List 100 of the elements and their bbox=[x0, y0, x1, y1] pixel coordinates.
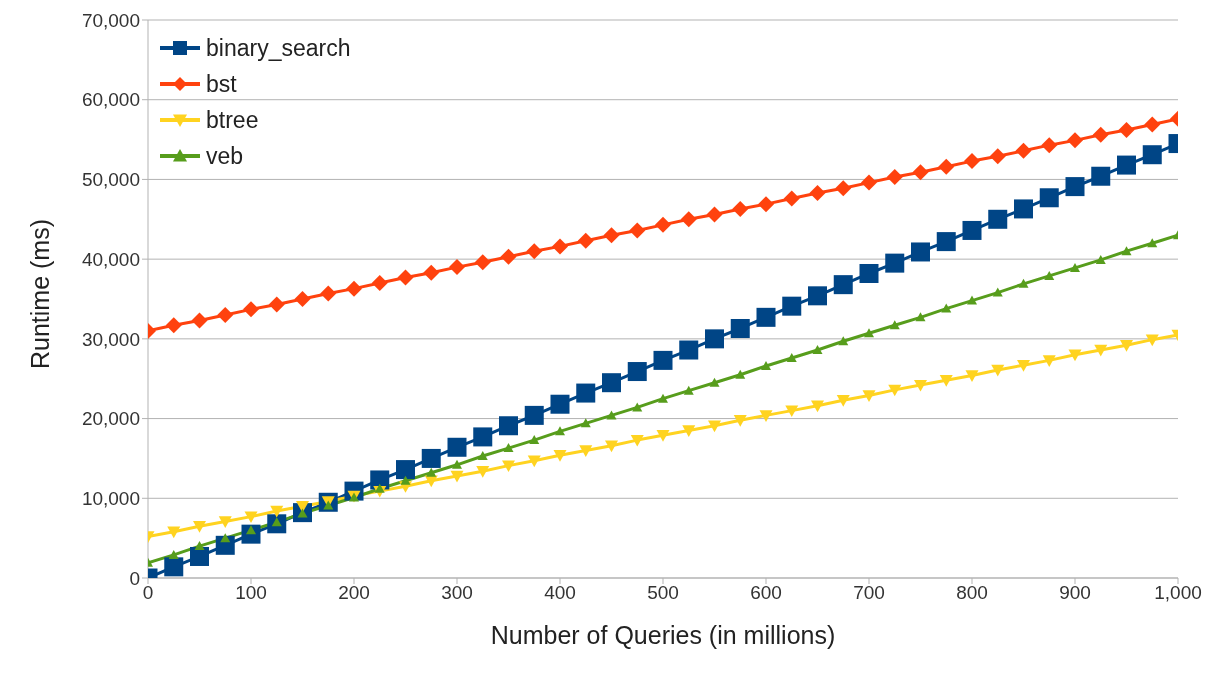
point bbox=[374, 483, 385, 493]
point bbox=[656, 430, 670, 442]
legend-label: veb bbox=[206, 142, 244, 170]
point bbox=[602, 373, 621, 393]
point bbox=[632, 402, 643, 412]
point bbox=[941, 303, 952, 313]
point bbox=[706, 206, 723, 223]
point bbox=[397, 269, 414, 286]
point bbox=[1117, 155, 1136, 175]
y-tick-label: 30,000 bbox=[81, 328, 140, 350]
point bbox=[988, 209, 1008, 229]
point bbox=[426, 467, 437, 477]
point bbox=[1017, 359, 1030, 372]
x-tick-label: 1,000 bbox=[1154, 582, 1202, 604]
point bbox=[1091, 166, 1111, 186]
y-tick-label: 20,000 bbox=[81, 408, 140, 430]
point bbox=[783, 190, 800, 207]
point bbox=[888, 384, 902, 397]
point bbox=[627, 362, 647, 382]
point bbox=[194, 541, 205, 551]
x-tick-label: 700 bbox=[853, 582, 885, 604]
y-axis-title: Runtime (ms) bbox=[25, 218, 54, 369]
x-tick-label: 0 bbox=[142, 582, 154, 604]
point bbox=[193, 520, 206, 533]
point bbox=[1121, 246, 1132, 256]
point bbox=[473, 427, 493, 447]
point bbox=[476, 465, 490, 478]
point bbox=[1095, 254, 1106, 264]
point bbox=[658, 393, 668, 403]
point bbox=[915, 312, 926, 322]
point bbox=[914, 379, 927, 392]
point bbox=[423, 264, 440, 281]
point bbox=[967, 295, 977, 305]
point bbox=[1120, 340, 1133, 352]
point bbox=[705, 329, 724, 349]
point bbox=[732, 200, 749, 217]
point bbox=[989, 148, 1006, 165]
legend-label: binary_search bbox=[206, 34, 351, 62]
point bbox=[936, 232, 956, 252]
point bbox=[552, 238, 568, 255]
point bbox=[939, 375, 953, 387]
point bbox=[629, 222, 646, 239]
point bbox=[529, 435, 540, 445]
point bbox=[1070, 262, 1080, 272]
point bbox=[217, 306, 234, 323]
point bbox=[859, 263, 879, 283]
point bbox=[630, 434, 644, 447]
point bbox=[992, 287, 1003, 297]
point bbox=[680, 211, 697, 228]
point bbox=[964, 153, 980, 170]
point bbox=[164, 557, 184, 577]
point bbox=[346, 280, 362, 297]
point bbox=[165, 317, 182, 334]
y-tick-label: 70,000 bbox=[81, 9, 140, 31]
point bbox=[861, 174, 877, 191]
point bbox=[885, 253, 905, 273]
point bbox=[502, 460, 515, 473]
point bbox=[580, 418, 591, 428]
point bbox=[190, 546, 209, 566]
point bbox=[1147, 238, 1158, 248]
point bbox=[1044, 270, 1055, 280]
point bbox=[400, 475, 411, 485]
point bbox=[1142, 145, 1162, 165]
x-tick-label: 600 bbox=[750, 582, 782, 604]
y-tick-label: 60,000 bbox=[81, 89, 140, 111]
point bbox=[1094, 344, 1108, 357]
y-tick-label: 40,000 bbox=[81, 248, 140, 270]
point bbox=[579, 445, 593, 457]
point bbox=[808, 286, 827, 306]
point bbox=[864, 328, 874, 338]
point bbox=[735, 369, 746, 379]
point bbox=[449, 259, 465, 276]
point bbox=[786, 352, 797, 362]
point bbox=[1018, 278, 1029, 288]
point bbox=[730, 318, 750, 338]
point bbox=[835, 180, 852, 197]
point bbox=[524, 405, 544, 425]
point bbox=[911, 242, 930, 262]
point bbox=[965, 370, 979, 383]
point bbox=[1039, 188, 1059, 208]
point bbox=[836, 395, 850, 407]
point bbox=[838, 336, 849, 346]
y-tick-label: 10,000 bbox=[81, 488, 140, 510]
point bbox=[1145, 334, 1159, 347]
point bbox=[555, 426, 565, 436]
point bbox=[1067, 132, 1083, 149]
point bbox=[655, 216, 671, 233]
point bbox=[938, 158, 955, 175]
point bbox=[603, 227, 620, 244]
y-tick-label: 0 bbox=[129, 567, 140, 589]
point bbox=[1042, 355, 1056, 367]
point bbox=[371, 275, 388, 292]
point bbox=[991, 364, 1005, 377]
point bbox=[785, 405, 799, 418]
point bbox=[1015, 142, 1032, 159]
point bbox=[782, 296, 802, 316]
point bbox=[605, 440, 618, 453]
point bbox=[683, 385, 694, 395]
point bbox=[503, 443, 514, 453]
point bbox=[527, 455, 541, 468]
